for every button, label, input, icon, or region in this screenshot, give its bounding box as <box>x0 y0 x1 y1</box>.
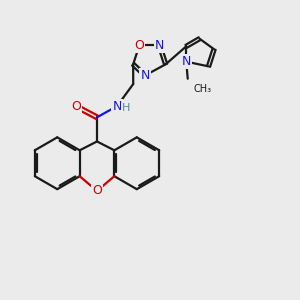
Text: CH₃: CH₃ <box>193 84 211 94</box>
Text: O: O <box>71 100 81 112</box>
Text: N: N <box>182 55 191 68</box>
Text: O: O <box>92 184 102 197</box>
Text: N: N <box>112 100 122 112</box>
Text: N: N <box>155 39 164 52</box>
Text: N: N <box>140 69 150 82</box>
Text: H: H <box>122 103 130 113</box>
Text: O: O <box>134 39 144 52</box>
